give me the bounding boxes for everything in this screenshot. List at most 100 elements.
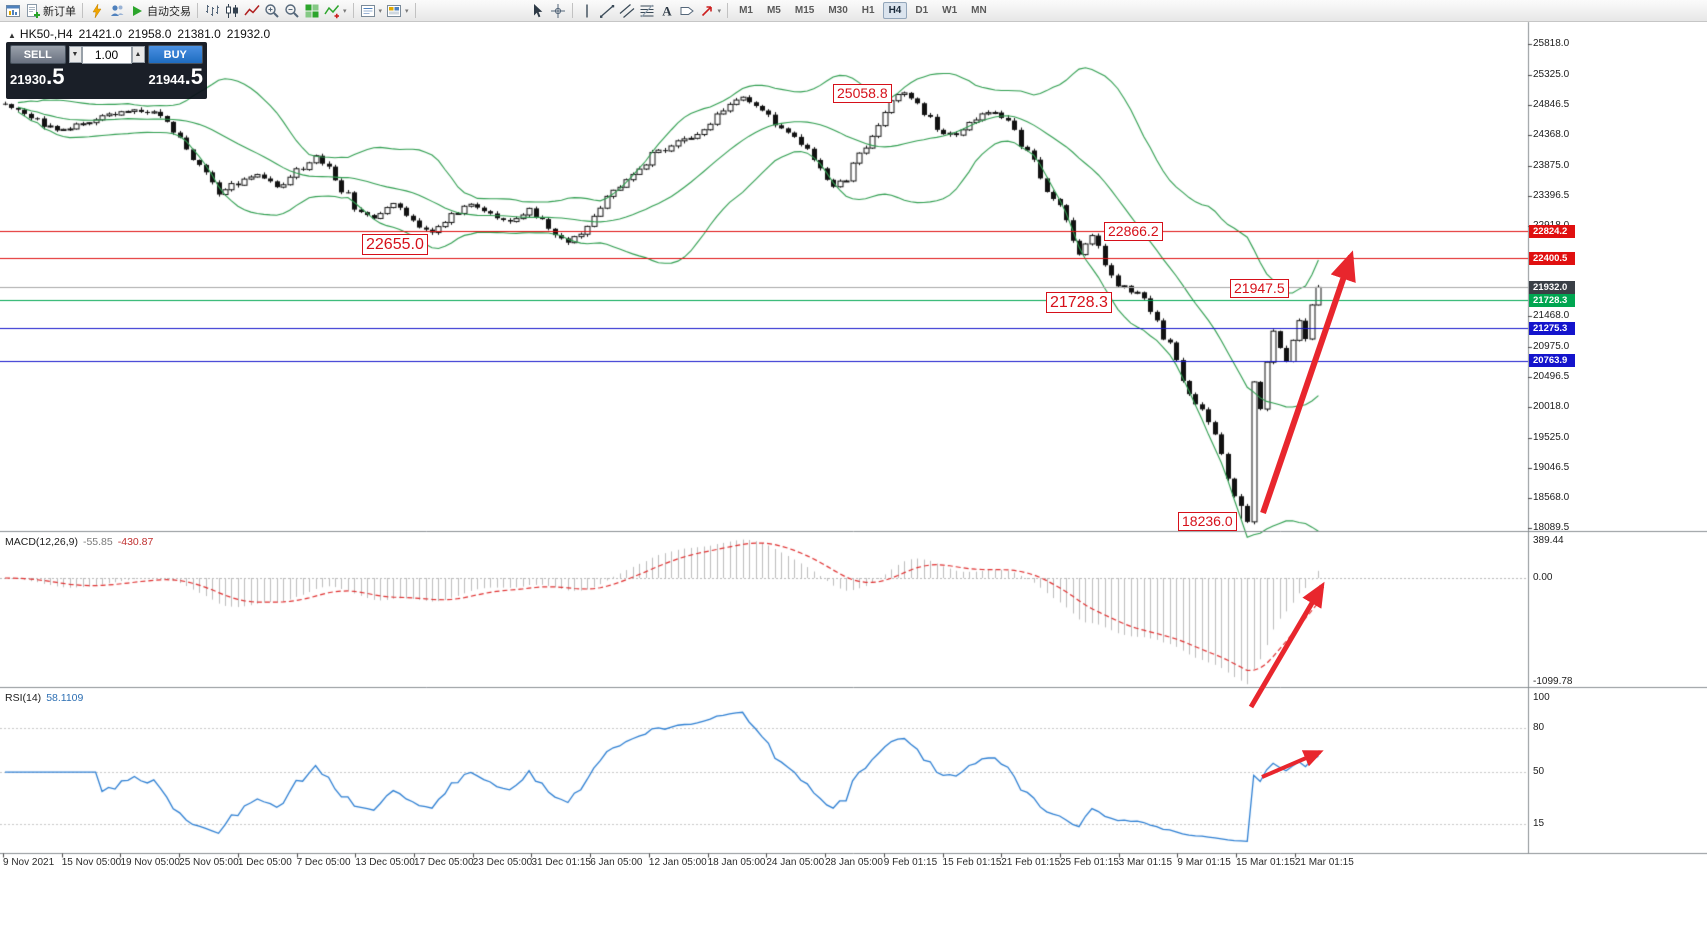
time-axis-label: 6 Jan 05:00 — [590, 857, 643, 868]
time-axis-label: 28 Jan 05:00 — [825, 857, 883, 868]
template-icon[interactable]: ▾ — [384, 1, 411, 21]
buy-price: 21944.5 — [148, 64, 203, 89]
arrows-icon[interactable]: ▾ — [697, 1, 724, 21]
price-level-tag: 20763.9 — [1529, 354, 1575, 367]
sell-button[interactable]: SELL — [10, 45, 66, 64]
time-axis-label: 15 Nov 05:00 — [61, 857, 122, 868]
candlestick-icon[interactable] — [222, 1, 242, 21]
timeframe-h4-button[interactable]: H4 — [882, 2, 908, 19]
toolbar-separator — [727, 3, 729, 18]
timeframe-m1-button[interactable]: M1 — [739, 5, 753, 16]
terminal-icon[interactable] — [3, 1, 23, 21]
price-tick-label: 18568.0 — [1533, 492, 1570, 504]
bar-chart-icon[interactable] — [202, 1, 222, 21]
toolbar-separator — [571, 3, 573, 18]
timeframe-m5-button[interactable]: M5 — [766, 5, 781, 16]
volume-down-button[interactable]: ▼ — [68, 46, 82, 63]
crosshair-icon[interactable] — [548, 1, 568, 21]
volume-up-button[interactable]: ▲ — [131, 46, 145, 63]
toolbar-separator — [352, 3, 354, 18]
indicator-list-icon[interactable]: ▾ — [358, 1, 385, 21]
price-callout-label[interactable]: 18236.0 — [1178, 512, 1237, 531]
price-level-tag: 21728.3 — [1529, 293, 1575, 307]
zoom-out-icon[interactable] — [282, 1, 302, 21]
price-tick-label: 24846.5 — [1533, 98, 1570, 110]
channel-icon[interactable] — [617, 1, 637, 21]
macd-axis-label: -1099.78 — [1533, 675, 1573, 687]
time-axis-label: 7 Dec 05:00 — [296, 857, 351, 868]
timeframe-w1-button[interactable]: W1 — [942, 5, 958, 16]
indicators-icon[interactable]: ▾ — [322, 1, 349, 21]
high-value: 21958.0 — [128, 27, 172, 41]
price-callout-label[interactable]: 22866.2 — [1104, 222, 1163, 241]
time-axis-label: 23 Dec 05:00 — [472, 857, 533, 868]
macd-axis-label: 389.44 — [1533, 535, 1564, 547]
text-icon[interactable]: A — [657, 1, 677, 21]
price-tick-label: 23875.0 — [1533, 159, 1570, 171]
timeframe-mn-button[interactable]: MN — [971, 5, 987, 16]
close-value: 21932.0 — [226, 27, 271, 41]
price-callout-label[interactable]: 21947.5 — [1230, 279, 1289, 298]
macd-axis-label: 0.00 — [1533, 572, 1553, 583]
time-axis-label: 24 Jan 05:00 — [766, 857, 825, 868]
time-axis-label: 17 Dec 05:00 — [414, 857, 474, 868]
time-axis-label: 15 Mar 01:15 — [1236, 857, 1296, 868]
one-click-trading-panel: SELL ▼ ▲ BUY 21930.5 21944.5 — [6, 42, 207, 99]
time-axis-label: 19 Nov 05:00 — [120, 857, 180, 868]
time-axis-label: 13 Dec 05:00 — [355, 857, 415, 868]
macd-main-value: -55.85 — [82, 536, 113, 548]
price-tick-label: 25818.0 — [1533, 38, 1570, 49]
time-axis-label: 9 Feb 01:15 — [883, 857, 938, 868]
price-tick-label: 19046.5 — [1533, 462, 1570, 474]
line-chart-icon[interactable] — [242, 1, 262, 21]
lightning-icon[interactable] — [87, 1, 107, 21]
ohlc-header: ▲ HK50-,H4 21421.0 21958.0 21381.0 21932.0 — [8, 27, 276, 41]
price-callout-label[interactable]: 25058.8 — [833, 84, 892, 103]
price-level-tag: 22824.2 — [1529, 224, 1575, 238]
open-value: 21421.0 — [78, 27, 122, 41]
trendline-icon[interactable] — [597, 1, 617, 21]
price-tick-label: 20975.0 — [1533, 341, 1570, 353]
price-level-tag: 22400.5 — [1529, 251, 1575, 265]
rsi-axis-label: 15 — [1533, 817, 1545, 829]
vertical-line-icon[interactable] — [577, 1, 597, 21]
price-tick-label: 20496.5 — [1533, 371, 1570, 383]
time-axis-label: 12 Jan 05:00 — [648, 857, 707, 868]
cursor-icon[interactable] — [528, 1, 548, 21]
price-tick-label: 23396.5 — [1533, 189, 1570, 201]
new-order-button[interactable]: 新订单 — [23, 1, 78, 21]
toolbar-separator — [414, 3, 416, 18]
price-callout-label[interactable]: 21728.3 — [1046, 292, 1112, 313]
price-tick-label: 18089.5 — [1533, 522, 1570, 533]
toolbar-separator — [197, 3, 198, 18]
label-icon[interactable] — [677, 1, 697, 21]
rsi-value: 58.1109 — [46, 692, 84, 704]
price-level-tag: 21275.3 — [1529, 321, 1575, 335]
timeframe-h1-button[interactable]: H1 — [861, 5, 875, 16]
symbol-period-label: HK50-,H4 — [19, 27, 73, 41]
price-tick-label: 25325.0 — [1533, 68, 1570, 80]
rsi-name: RSI(14) — [5, 692, 42, 704]
profiles-icon[interactable] — [107, 1, 127, 21]
timeframe-m15-button[interactable]: M15 — [794, 5, 815, 16]
auto-trading-button[interactable]: 自动交易 — [127, 1, 193, 21]
time-axis-label: 18 Jan 05:00 — [707, 857, 766, 868]
price-tick-label: 19525.0 — [1533, 432, 1570, 444]
time-axis-label: 31 Dec 01:15 — [531, 857, 591, 868]
sell-price: 21930.5 — [10, 64, 65, 89]
fibonacci-icon[interactable] — [637, 1, 657, 21]
volume-input[interactable] — [81, 45, 132, 64]
rsi-axis-label: 50 — [1533, 766, 1545, 778]
time-axis-label: 15 Feb 01:15 — [942, 857, 1002, 868]
timeframe-m30-button[interactable]: M30 — [828, 5, 848, 16]
tile-windows-icon[interactable] — [302, 1, 322, 21]
buy-button[interactable]: BUY — [147, 45, 203, 64]
rsi-indicator-label: RSI(14) 58.1109 — [5, 692, 83, 704]
toolbar-separator — [82, 3, 83, 18]
collapse-arrow-icon[interactable]: ▲ — [8, 31, 16, 40]
timeframe-d1-button[interactable]: D1 — [915, 5, 929, 16]
zoom-in-icon[interactable] — [262, 1, 282, 21]
price-callout-label[interactable]: 22655.0 — [362, 234, 428, 255]
